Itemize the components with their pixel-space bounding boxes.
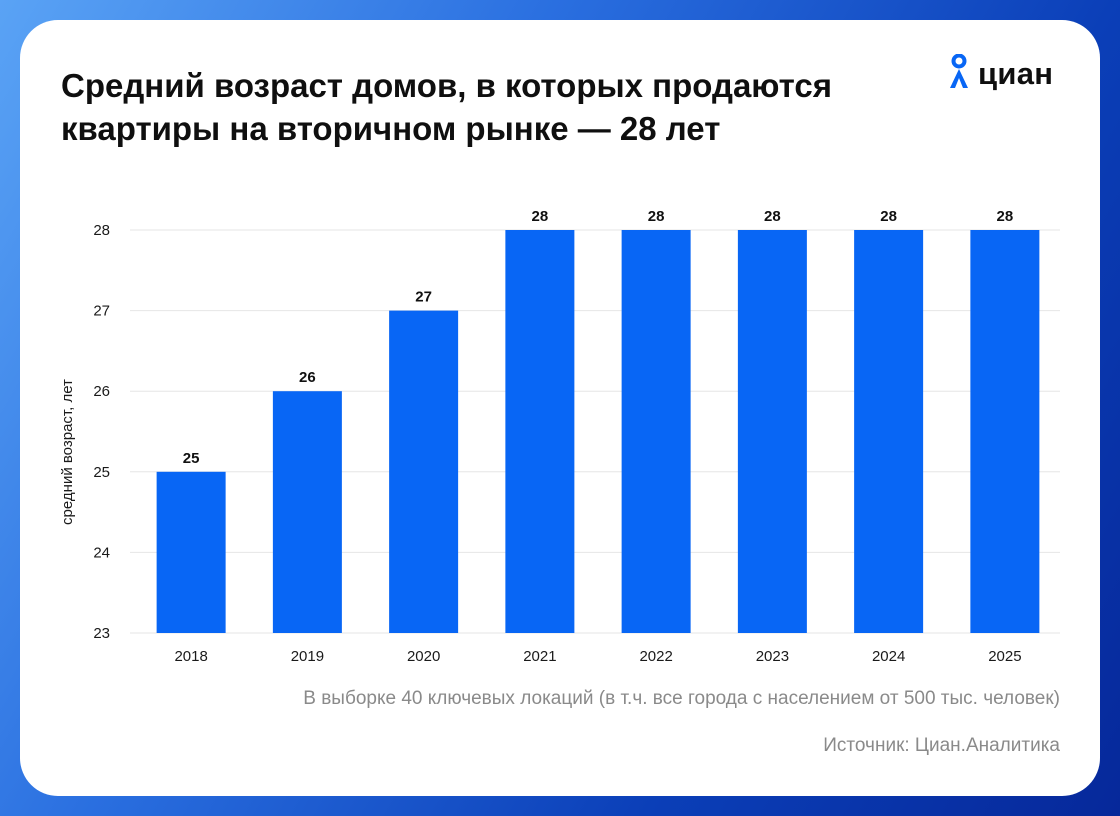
bars-layer xyxy=(156,230,1040,633)
bar-2020 xyxy=(389,310,459,633)
y-tick-label: 26 xyxy=(93,383,110,400)
bar-2018 xyxy=(156,471,226,633)
bar-2019 xyxy=(272,391,342,633)
logo-text: циан xyxy=(978,56,1054,91)
data-label: 25 xyxy=(183,450,200,467)
data-label: 28 xyxy=(880,208,897,225)
labels-layer: 23 24 25 26 27 28 25 2018 26 2019 27 2020 28 2021 28 20… xyxy=(93,208,1021,665)
bar-2022 xyxy=(621,230,691,633)
y-tick-label: 23 xyxy=(93,625,110,642)
source-note: Источник: Циан.Аналитика xyxy=(823,735,1060,756)
x-tick-label: 2021 xyxy=(523,648,556,665)
y-tick-label: 28 xyxy=(93,222,110,239)
bar-2025 xyxy=(970,230,1040,633)
cian-pin-icon xyxy=(950,54,968,88)
cian-logo: циан xyxy=(944,52,1053,96)
footnote: В выборке 40 ключевых локаций (в т.ч. вс… xyxy=(303,688,1060,709)
data-label: 28 xyxy=(764,208,781,225)
x-tick-label: 2023 xyxy=(756,648,789,665)
data-label: 26 xyxy=(299,369,316,386)
x-tick-label: 2018 xyxy=(174,648,207,665)
x-tick-label: 2019 xyxy=(291,648,324,665)
x-tick-label: 2022 xyxy=(639,648,672,665)
data-label: 28 xyxy=(648,208,665,225)
bar-2024 xyxy=(854,230,924,633)
page-title: Средний возраст домов, в которых продают… xyxy=(61,67,832,147)
x-tick-label: 2020 xyxy=(407,648,440,665)
x-tick-label: 2024 xyxy=(872,648,905,665)
y-tick-label: 27 xyxy=(93,303,110,320)
bar-2023 xyxy=(737,230,807,633)
x-tick-label: 2025 xyxy=(988,648,1021,665)
y-tick-label: 24 xyxy=(93,544,110,561)
chart-card: Средний возраст домов, в которых продают… xyxy=(20,20,1100,796)
data-label: 28 xyxy=(532,208,549,225)
y-tick-label: 25 xyxy=(93,464,110,481)
data-label: 28 xyxy=(997,208,1014,225)
y-axis-label: средний возраст, лет xyxy=(59,379,76,525)
data-label: 27 xyxy=(415,289,432,306)
bar-2021 xyxy=(505,230,575,633)
bar-chart: 23 24 25 26 27 28 25 2018 26 2019 27 2020 28 2021 28 20… xyxy=(59,208,1060,665)
